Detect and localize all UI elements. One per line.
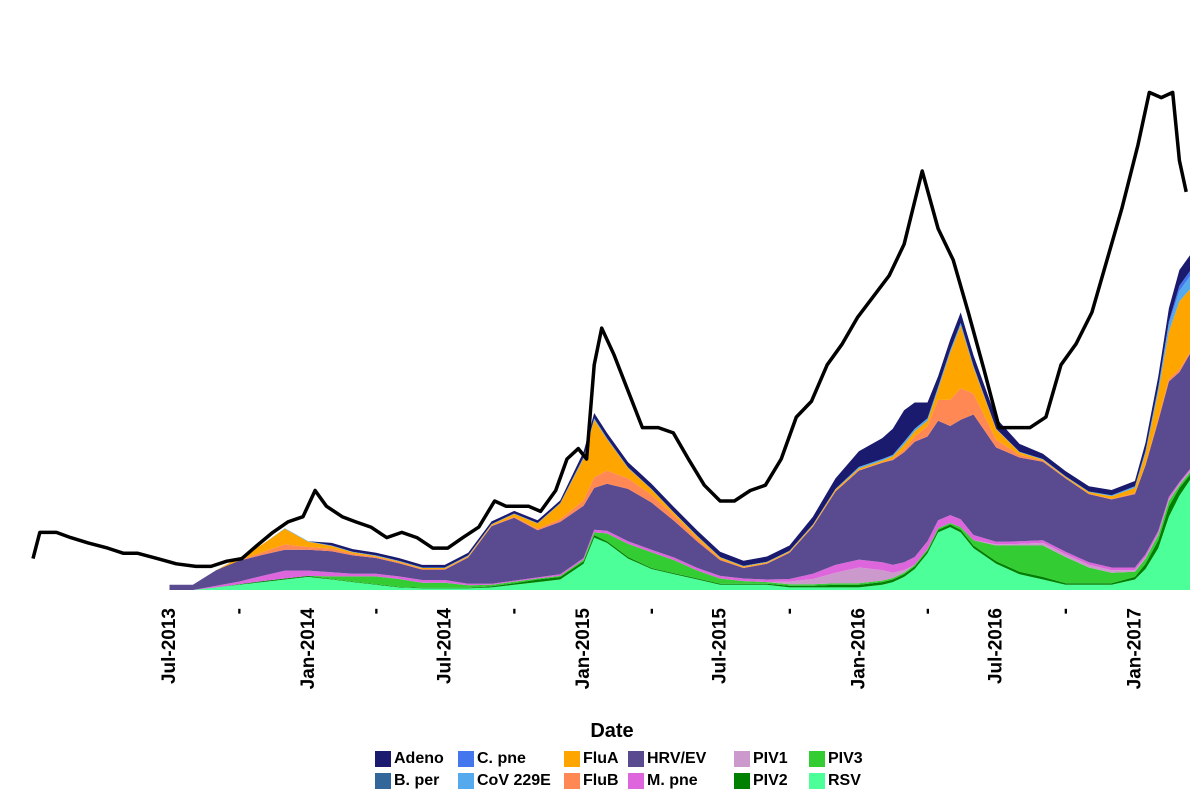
legend-item-m-pne: M. pne <box>628 772 734 790</box>
x-tick-label: Jul-2013 <box>159 608 180 684</box>
legend-item-rsv: RSV <box>809 772 871 790</box>
x-tick-label: - <box>228 608 249 614</box>
legend-swatch <box>564 751 580 767</box>
legend-swatch <box>458 773 474 789</box>
legend-label: B. per <box>394 772 440 789</box>
area-hrv-ev <box>169 353 1190 590</box>
legend-swatch <box>458 751 474 767</box>
total-line <box>31 90 1188 569</box>
x-tick-label: Jul-2015 <box>710 608 731 684</box>
x-tick-label: - <box>504 608 525 614</box>
legend-swatch <box>375 773 391 789</box>
x-tick-label: Jan-2017 <box>1124 608 1145 689</box>
legend-swatch <box>564 773 580 789</box>
legend-swatch <box>628 773 644 789</box>
legend-item-piv3: PIV3 <box>809 750 871 768</box>
legend-label: FluA <box>583 750 619 767</box>
area-flub <box>169 352 1190 585</box>
legend-label: FluB <box>583 772 619 789</box>
x-tick-label: - <box>779 608 800 614</box>
legend-item-piv2: PIV2 <box>734 772 809 790</box>
x-tick-label: Jul-2014 <box>434 608 455 684</box>
x-tick-label: Jan-2015 <box>573 608 594 690</box>
x-axis-title: Date <box>590 720 633 742</box>
legend-label: HRV/EV <box>647 750 707 767</box>
x-tick-label: Jan-2014 <box>298 608 319 690</box>
x-tick-label: Jan-2016 <box>848 608 869 689</box>
legend-item-flua: FluA <box>564 750 628 768</box>
legend-item-adeno: Adeno <box>375 750 458 768</box>
total-line-layer <box>31 90 1188 569</box>
legend-label: C. pne <box>477 750 526 767</box>
x-tick-label: - <box>1055 608 1076 614</box>
legend-label: M. pne <box>647 772 698 789</box>
legend-swatch <box>734 751 750 767</box>
legend-item-hrv-ev: HRV/EV <box>628 750 734 768</box>
legend-grid: Adeno C. pne FluA HRV/EV PIV1 PIV3 B. per CoV 2… <box>375 750 871 790</box>
legend-label: RSV <box>828 772 861 789</box>
legend-swatch <box>809 773 825 789</box>
area-m-pne <box>169 469 1190 590</box>
legend-label: Adeno <box>394 750 444 767</box>
x-tick-label: Jul-2016 <box>986 608 1007 684</box>
legend-label: CoV 229E <box>477 772 551 789</box>
legend-label: PIV1 <box>753 750 788 767</box>
legend-swatch <box>375 751 391 767</box>
x-tick-label: - <box>917 608 938 614</box>
legend-item-flub: FluB <box>564 772 628 790</box>
legend-item-cov-229e: CoV 229E <box>458 772 564 790</box>
area-rsv <box>169 480 1190 590</box>
legend-swatch <box>628 751 644 767</box>
area-layers <box>169 255 1190 590</box>
x-tick-label: - <box>366 608 387 614</box>
x-axis-ticks: Jul-2013 - Jan-2014 - Jul-2014 - Jan-2015 - Jul-… <box>159 608 1145 690</box>
legend-swatch <box>734 773 750 789</box>
legend-item-b-per: B. per <box>375 772 458 790</box>
x-tick-label: - <box>641 608 662 614</box>
legend-item-piv1: PIV1 <box>734 750 809 768</box>
legend-swatch <box>809 751 825 767</box>
legend-item-c-pne: C. pne <box>458 750 564 768</box>
legend-label: PIV3 <box>828 750 863 767</box>
legend-label: PIV2 <box>753 772 788 789</box>
area-piv3 <box>169 472 1190 590</box>
